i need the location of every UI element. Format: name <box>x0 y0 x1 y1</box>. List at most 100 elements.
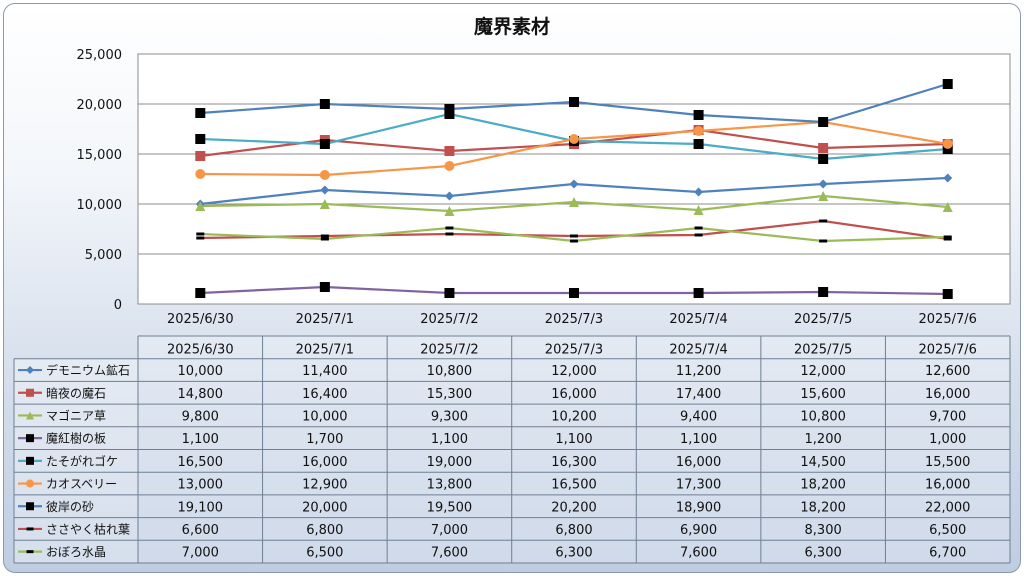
table-cell: 16,000 <box>925 387 971 402</box>
chart-title: 魔界素材 <box>473 16 550 38</box>
data-point <box>570 239 578 243</box>
table-row-label: ささやく枯れ葉 <box>46 521 130 536</box>
table-cell: 1,700 <box>306 432 343 447</box>
data-point <box>196 236 205 240</box>
table-cell: 19,000 <box>427 455 473 470</box>
table-cell: 16,500 <box>178 455 224 470</box>
table-cell: 12,000 <box>551 364 597 379</box>
table-row-label: カオスベリー <box>46 477 117 491</box>
data-point <box>942 202 953 212</box>
data-point <box>195 134 206 144</box>
table-cell: 13,000 <box>178 478 224 493</box>
table-cell: 9,400 <box>680 409 717 424</box>
table-cell: 22,000 <box>925 500 971 515</box>
data-point <box>819 239 828 243</box>
table-cell: 16,400 <box>302 387 348 402</box>
table-cell: 13,800 <box>427 478 473 493</box>
data-point <box>942 289 953 299</box>
data-point <box>196 232 205 236</box>
table-cell: 6,300 <box>805 546 842 561</box>
table-cell: 7,600 <box>431 546 468 561</box>
table-cell: 9,300 <box>431 409 468 424</box>
data-point <box>819 219 828 223</box>
table-cell: 1,100 <box>182 432 219 447</box>
data-point <box>943 237 952 241</box>
plot-area <box>137 53 1011 305</box>
table-cell: 6,500 <box>306 546 343 561</box>
data-point <box>569 197 579 207</box>
table-cell: 11,400 <box>302 364 348 379</box>
table-cell: 6,800 <box>306 523 343 538</box>
legend-marker <box>26 456 34 465</box>
data-point <box>818 287 829 297</box>
table-cell: 20,000 <box>302 500 348 515</box>
data-point <box>445 226 454 230</box>
data-point <box>818 117 829 127</box>
table-cell: 16,500 <box>551 478 597 493</box>
data-point <box>319 199 330 209</box>
data-point <box>569 134 579 144</box>
table-header-cell: 2025/7/3 <box>545 343 603 358</box>
legend-marker <box>26 527 34 531</box>
table-cell: 11,200 <box>676 364 722 379</box>
table-cell: 15,300 <box>427 387 473 402</box>
table-cell: 16,300 <box>551 455 597 470</box>
table-cell: 10,200 <box>551 409 597 424</box>
table-cell: 20,200 <box>551 500 597 515</box>
legend-marker <box>26 388 34 397</box>
table-cell: 10,000 <box>178 364 224 379</box>
table-cell: 6,800 <box>555 523 592 538</box>
x-tick-label: 2025/7/1 <box>296 312 354 327</box>
table-cell: 15,500 <box>925 455 971 470</box>
table-row-label: 暗夜の魔石 <box>46 385 106 400</box>
table-header-cell: 2025/7/1 <box>296 343 354 358</box>
table-cell: 18,200 <box>800 500 846 515</box>
table-row-label: おぼろ水晶 <box>46 545 106 559</box>
data-point <box>195 288 206 298</box>
table-row-label: 彼岸の砂 <box>46 500 94 514</box>
data-point <box>943 173 953 183</box>
table-cell: 7,600 <box>680 546 717 561</box>
data-point <box>569 97 579 107</box>
table-cell: 16,000 <box>302 455 348 470</box>
x-tick-label: 2025/7/6 <box>919 312 977 327</box>
data-point <box>320 185 330 195</box>
table-cell: 12,000 <box>800 364 846 379</box>
data-point <box>444 161 455 171</box>
y-tick-label: 0 <box>114 298 122 313</box>
table-cell: 17,400 <box>676 387 722 402</box>
legend-marker <box>26 366 34 375</box>
data-point <box>319 139 330 149</box>
table-header-cell: 2025/7/6 <box>919 343 977 358</box>
table-cell: 1,100 <box>680 432 717 447</box>
table-cell: 1,000 <box>929 432 966 447</box>
table-cell: 6,900 <box>680 523 717 538</box>
data-point <box>694 187 704 197</box>
data-point <box>818 143 829 153</box>
data-point <box>569 179 579 189</box>
data-point <box>694 226 703 230</box>
table-row-label: マゴニア草 <box>46 408 106 423</box>
table-header-cell: 2025/7/5 <box>794 343 852 358</box>
table-cell: 19,100 <box>178 500 224 515</box>
data-point <box>195 169 206 179</box>
table-cell: 10,800 <box>427 364 473 379</box>
data-point <box>693 139 704 149</box>
data-point <box>319 282 330 292</box>
table-cell: 7,000 <box>431 523 468 538</box>
data-point <box>444 206 455 216</box>
table-header-cell: 2025/7/4 <box>669 343 727 358</box>
table-header-cell: 2025/6/30 <box>167 343 234 358</box>
table-cell: 10,000 <box>302 409 348 424</box>
table-header-cell: 2025/7/2 <box>420 343 478 358</box>
legend-marker <box>26 479 34 488</box>
table-cell: 16,000 <box>676 455 722 470</box>
x-tick-label: 2025/6/30 <box>167 312 234 327</box>
table-cell: 9,700 <box>929 409 966 424</box>
table-cell: 16,000 <box>551 387 597 402</box>
data-point <box>818 154 829 164</box>
data-point <box>570 234 578 238</box>
data-point <box>320 237 329 241</box>
y-tick-label: 15,000 <box>77 148 123 163</box>
